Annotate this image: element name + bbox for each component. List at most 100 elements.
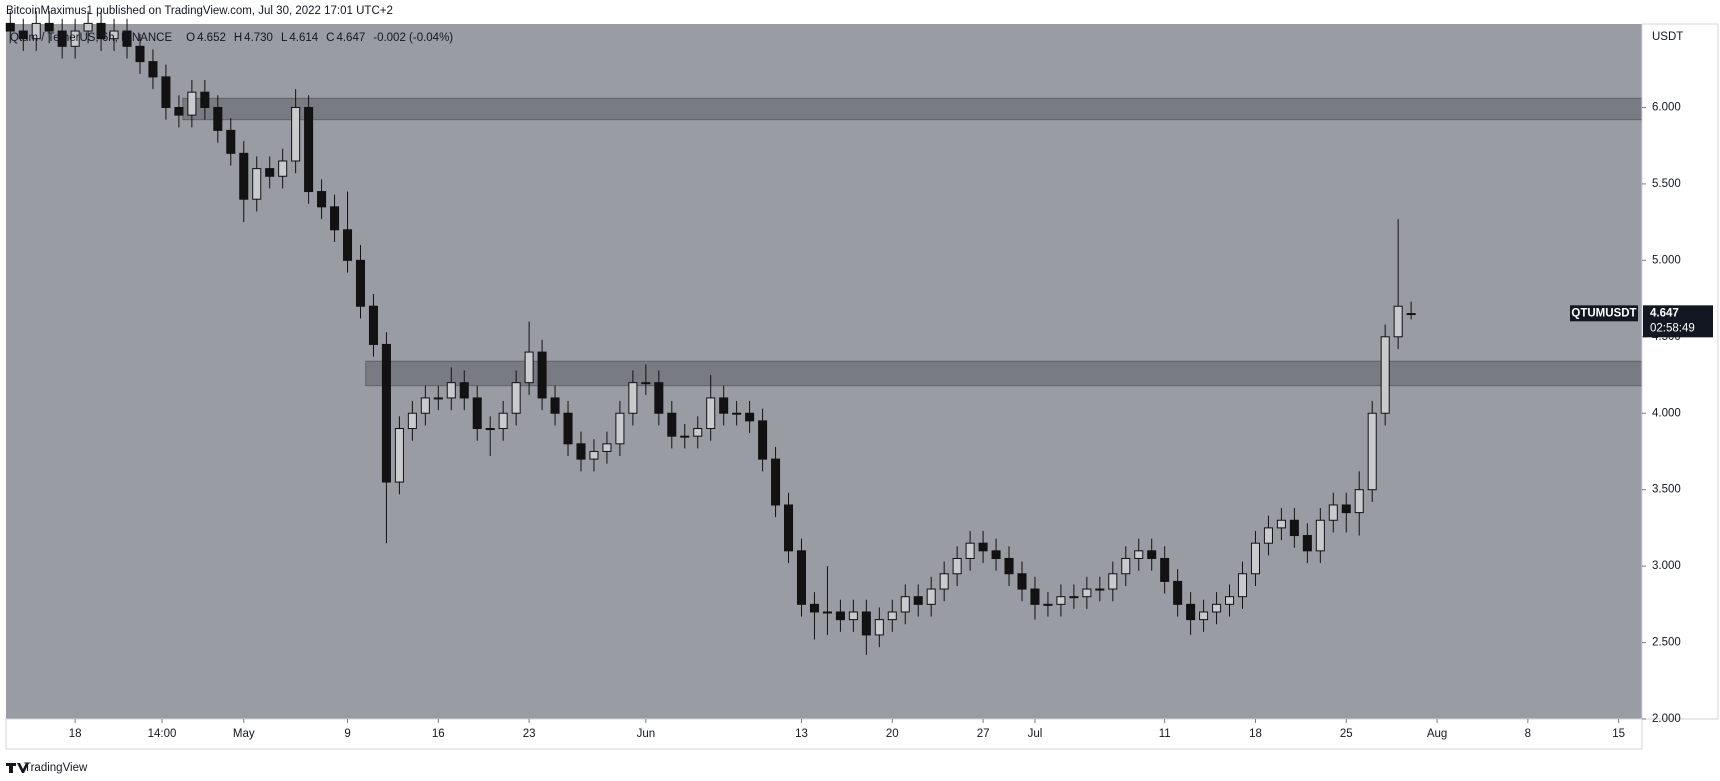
x-tick-label: 16 <box>432 728 445 740</box>
x-tick-label: 25 <box>1340 728 1353 740</box>
x-tick-label: 20 <box>886 728 899 740</box>
candle-body <box>524 351 534 384</box>
y-tick-label: 5.500 <box>1652 178 1681 190</box>
candle-body <box>615 412 625 445</box>
candle-body <box>420 397 430 414</box>
candle-body <box>602 443 612 452</box>
candle-body <box>1095 588 1105 591</box>
candle-body <box>511 382 521 414</box>
candle-body <box>31 22 41 40</box>
candle-body <box>576 443 586 460</box>
candle-body <box>1380 336 1390 414</box>
y-tick-label: 5.000 <box>1652 254 1681 266</box>
candle-body <box>887 611 897 621</box>
candle-body <box>355 259 366 307</box>
candle-body <box>317 191 327 208</box>
candle-body <box>680 435 690 438</box>
candle-body <box>122 30 132 47</box>
x-tick-label: Jun <box>637 728 656 740</box>
candle-body <box>1173 580 1183 605</box>
candle-body <box>472 397 482 430</box>
candle-body <box>1082 588 1092 598</box>
y-tick-label: 2.500 <box>1652 637 1681 649</box>
symbol-tag <box>1570 305 1638 322</box>
candle-body <box>1056 596 1066 605</box>
last-price-tag <box>1643 305 1713 338</box>
ohlc-value: 4.647 <box>336 32 365 44</box>
ohlc-key: L <box>281 32 288 44</box>
candle-body <box>1017 573 1027 590</box>
x-tick-label: 11 <box>1159 728 1171 740</box>
symbol-header: Qtum / TetherUS, 6h, BINANCE O 4.652 H 4.730… <box>10 32 453 44</box>
x-tick-label: 13 <box>795 728 808 740</box>
x-tick-label: Jul <box>1028 728 1043 740</box>
candle-body <box>135 45 145 63</box>
candle-body <box>900 596 910 613</box>
candle-body <box>1225 596 1235 605</box>
candle-body <box>18 30 28 40</box>
candle-body <box>1121 557 1131 575</box>
sr-zone <box>182 97 1643 121</box>
candle-body <box>835 611 845 621</box>
ohlc-value: 4.614 <box>289 32 318 44</box>
candle-body <box>667 412 677 437</box>
y-tick-label: 6.000 <box>1652 102 1681 114</box>
candle-body <box>563 412 573 445</box>
ohlc-key: H <box>234 32 242 44</box>
candle-body <box>1315 519 1325 552</box>
candle-body <box>1004 557 1014 575</box>
candle-body <box>304 106 314 193</box>
candle-body <box>291 106 301 162</box>
x-tick-label: 27 <box>977 728 990 740</box>
candle-body <box>1354 489 1364 514</box>
candle-body <box>965 542 975 559</box>
x-tick-label: Aug <box>1427 728 1447 740</box>
candle-body <box>732 412 742 415</box>
candle-body <box>771 458 781 506</box>
candle-body <box>381 343 391 483</box>
candle-body <box>213 106 223 131</box>
candle-body <box>693 428 703 437</box>
x-tick-label: May <box>233 728 255 740</box>
candle-body <box>1160 557 1170 582</box>
candle-body <box>1069 596 1079 599</box>
x-tick-label: 23 <box>523 728 536 740</box>
y-tick-label: 2.000 <box>1652 713 1681 725</box>
candle-body <box>1250 542 1260 575</box>
candle-body <box>1276 519 1286 529</box>
plot-area <box>5 11 1643 719</box>
countdown: 02:58:49 <box>1650 322 1695 334</box>
candle-body <box>5 22 15 32</box>
ohlc-key: O <box>186 32 195 44</box>
sr-zone <box>365 360 1643 387</box>
x-tick-label: 9 <box>344 728 350 740</box>
candle-body <box>446 382 456 399</box>
candle-body <box>459 382 469 399</box>
y-axis-title: USDT <box>1652 31 1683 43</box>
candle-body <box>952 557 962 575</box>
candle-body <box>1341 504 1351 514</box>
x-tick-label: 18 <box>1249 728 1262 740</box>
candle-body <box>874 619 884 636</box>
symbol-title: Qtum / TetherUS, 6h, BINANCE <box>10 32 172 44</box>
candle-body <box>913 596 923 605</box>
x-tick-label: 8 <box>1525 728 1531 740</box>
candle-body <box>939 573 949 590</box>
candle-body <box>628 382 638 414</box>
candle-body <box>654 382 664 414</box>
candle-body <box>926 588 936 605</box>
x-tick-label: 14:00 <box>148 728 177 740</box>
candle-body <box>342 229 353 261</box>
candle-body <box>226 129 236 154</box>
price-axis <box>1641 23 1719 720</box>
candle-body <box>252 168 262 200</box>
candle-body <box>174 106 184 116</box>
plot-background <box>6 24 1642 719</box>
y-tick-label: 3.500 <box>1652 484 1681 496</box>
candle-body <box>1367 412 1377 491</box>
ohlc-value: 4.652 <box>197 32 226 44</box>
candle-body <box>978 542 988 552</box>
candle-body <box>745 412 755 422</box>
